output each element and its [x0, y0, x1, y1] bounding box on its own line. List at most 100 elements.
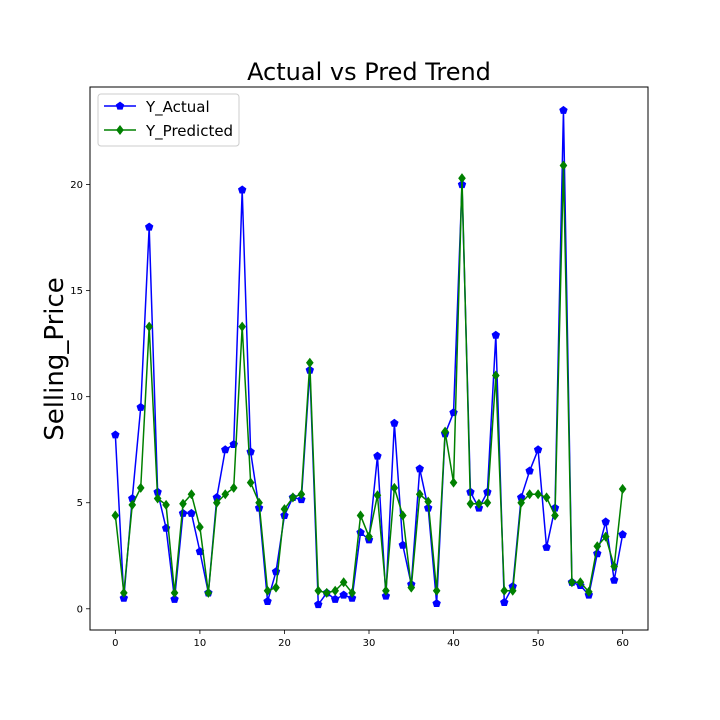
legend-box [97, 93, 240, 147]
data-point-actual [136, 402, 145, 411]
data-point-predicted [255, 497, 263, 508]
data-point-predicted [305, 357, 314, 368]
data-point-predicted [322, 587, 331, 598]
data-point-actual [601, 517, 610, 526]
data-point-predicted [373, 490, 382, 501]
data-point-predicted [128, 499, 137, 510]
data-point-actual [111, 430, 120, 439]
x-tick-label: 20 [278, 638, 291, 649]
data-point-predicted [204, 587, 213, 598]
data-point-actual [263, 596, 272, 605]
legend-label-predicted: Y_Predicted [145, 122, 233, 141]
data-point-predicted [449, 477, 458, 488]
data-point-predicted [170, 587, 179, 598]
data-point-predicted [162, 499, 170, 510]
data-point-actual [491, 330, 501, 339]
x-tick-label: 50 [532, 638, 545, 649]
data-point-actual [559, 105, 568, 114]
data-point-predicted [212, 497, 221, 508]
data-point-actual [237, 185, 247, 194]
y-tick-label: 10 [70, 392, 83, 403]
data-point-predicted [119, 587, 128, 598]
data-point-actual [330, 594, 340, 603]
data-point-predicted [407, 582, 416, 593]
legend-marker-shape [116, 124, 124, 136]
data-point-predicted [289, 492, 297, 503]
y-tick-label: 20 [70, 180, 83, 191]
data-point-predicted [187, 489, 196, 500]
data-point-predicted [584, 586, 593, 597]
data-point-predicted [398, 510, 407, 521]
x-tick-label: 30 [363, 638, 376, 649]
data-point-predicted [601, 531, 610, 542]
data-point-actual [500, 598, 509, 606]
x-tick-label: 60 [616, 638, 629, 649]
data-point-predicted [551, 510, 559, 521]
data-point-actual [415, 464, 424, 473]
data-point-predicted [145, 321, 154, 332]
data-point-predicted [263, 585, 272, 596]
data-point-predicted [517, 497, 526, 508]
data-point-actual [314, 600, 323, 609]
data-point-actual [170, 594, 179, 603]
data-point-actual [339, 590, 348, 599]
data-point-predicted [610, 561, 619, 572]
y-tick-label: 0 [77, 604, 83, 615]
data-point-predicted [136, 482, 145, 493]
data-point-predicted [229, 482, 238, 493]
data-point-actual [525, 466, 534, 475]
data-point-predicted [483, 497, 492, 508]
data-point-actual [533, 445, 543, 454]
legend: Y_Actual Y_Predicted [97, 93, 240, 147]
data-point-predicted [576, 577, 585, 588]
legend-marker-shape [115, 101, 125, 110]
data-point-predicted [365, 531, 373, 542]
data-point-predicted [508, 585, 517, 596]
data-point-predicted [238, 321, 247, 332]
data-point-predicted [221, 489, 230, 500]
data-point-actual [187, 508, 196, 517]
legend-marker-predicted [116, 124, 124, 136]
x-tick-label: 40 [447, 638, 460, 649]
legend-marker-actual [115, 101, 125, 110]
data-point-predicted [196, 522, 204, 533]
data-point-predicted [297, 489, 306, 500]
data-point-predicted [568, 577, 576, 588]
x-tick-label: 0 [112, 638, 118, 649]
data-point-predicted [272, 582, 280, 593]
x-axis: 0 10 20 30 40 50 60 [112, 630, 629, 649]
data-point-actual [178, 508, 188, 517]
data-point-actual [542, 542, 551, 551]
plot-area [111, 105, 627, 609]
data-point-predicted [458, 173, 466, 184]
y-tick-label: 15 [70, 286, 83, 297]
data-point-predicted [500, 585, 509, 596]
data-point-actual [221, 445, 230, 454]
data-point-predicted [111, 510, 120, 521]
data-point-predicted [339, 577, 348, 588]
data-point-predicted [390, 482, 399, 493]
data-point-predicted [618, 483, 627, 494]
x-tick-label: 10 [194, 638, 207, 649]
legend-label-actual: Y_Actual [145, 98, 210, 117]
y-axis: 0 5 10 15 20 [70, 180, 90, 615]
data-point-predicted [331, 585, 340, 596]
data-point-predicted [424, 496, 433, 507]
data-point-predicted [432, 585, 441, 596]
chart-title: Actual vs Pred Trend [247, 58, 491, 86]
data-point-actual [390, 418, 399, 427]
data-point-actual [373, 451, 382, 460]
data-point-predicted [491, 370, 500, 381]
data-point-actual [144, 222, 154, 231]
data-point-predicted [348, 587, 356, 598]
data-point-predicted [475, 498, 483, 509]
data-point-actual [618, 530, 627, 539]
y-tick-label: 5 [77, 498, 83, 509]
data-point-predicted [280, 504, 289, 515]
data-point-predicted [525, 489, 534, 500]
y-axis-label: Selling_Price [40, 277, 70, 441]
data-point-predicted [179, 498, 187, 509]
data-point-predicted [382, 585, 390, 596]
data-point-predicted [466, 498, 475, 509]
